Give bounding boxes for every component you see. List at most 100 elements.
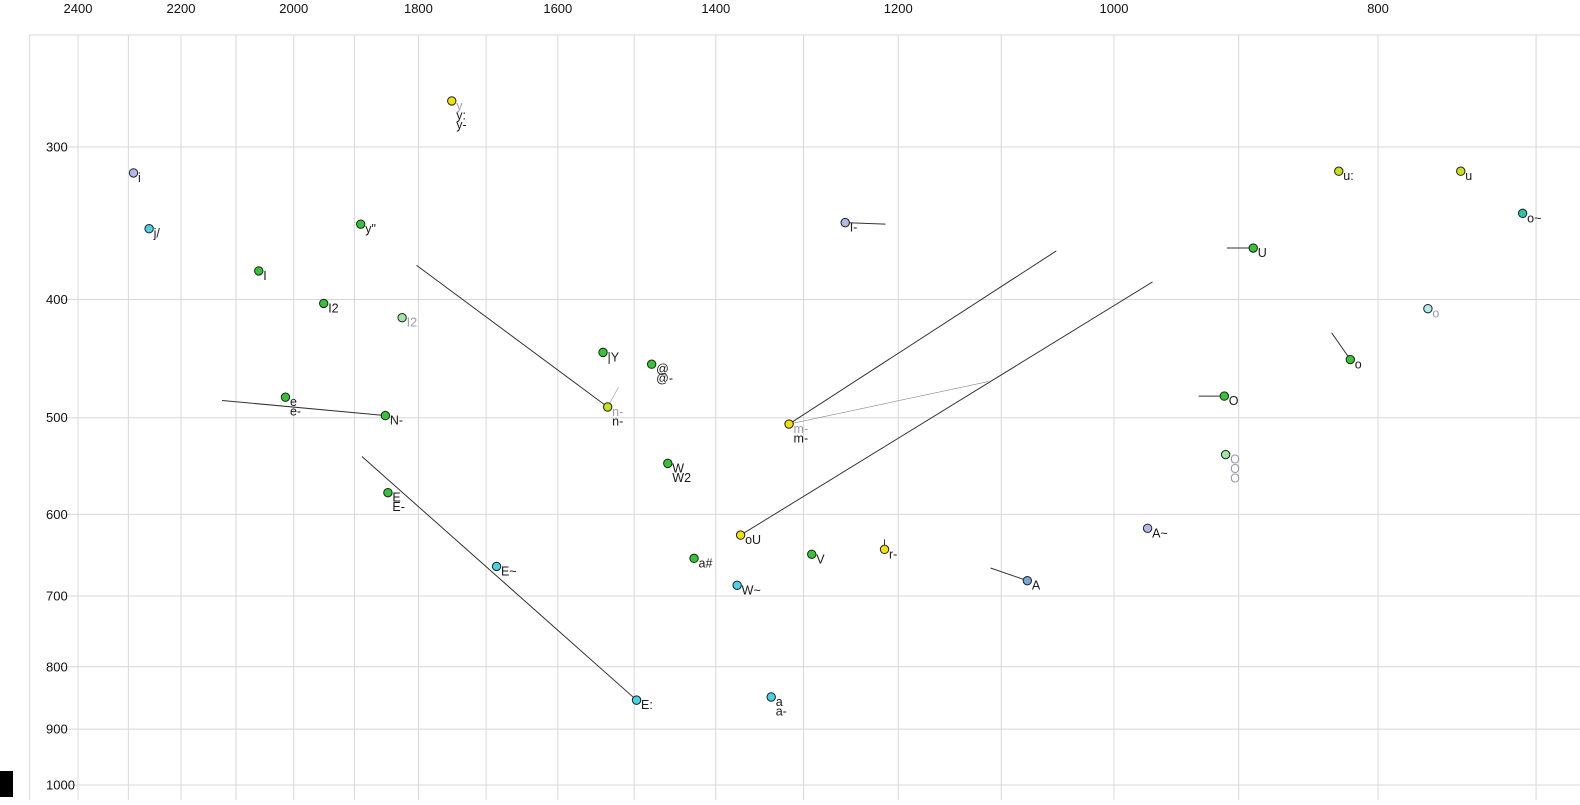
data-point[interactable] [319,298,329,309]
point-label: I2 [407,316,417,330]
point-label: y [456,99,463,113]
y-tick-label: 400 [46,292,68,307]
data-point[interactable] [1022,575,1033,586]
point-label: u: [1343,169,1353,183]
data-point[interactable] [254,266,264,276]
point-label: I2 [328,301,338,315]
point-label: W~ [742,583,761,597]
data-point[interactable] [128,168,139,178]
point-label: E: [641,698,653,712]
data-point[interactable] [144,224,154,234]
point-label: e [290,395,297,409]
x-tick-label: 2400 [64,1,93,16]
x-tick-label: 1800 [404,1,433,16]
point-label: o~ [1527,211,1541,225]
point-label: i [138,171,141,185]
point-label: A [1032,579,1041,593]
x-tick-label: 1600 [543,1,572,16]
data-point[interactable] [1517,208,1528,219]
point-label: O [1230,462,1240,476]
data-point[interactable] [1219,391,1230,401]
trajectory-line [788,250,1057,425]
point-label: U [1258,246,1267,260]
y-tick-label: 900 [46,722,68,737]
data-point[interactable] [689,553,699,564]
point-label: a [776,695,783,709]
data-point[interactable] [840,217,850,228]
data-point[interactable] [280,392,291,402]
x-tick-label: 2000 [279,1,308,16]
data-point[interactable] [784,419,794,429]
trajectory-line [1331,332,1351,360]
data-point[interactable] [735,530,746,540]
data-point[interactable] [383,487,393,498]
y-tick-label: 1000 [46,778,75,793]
data-point[interactable] [663,458,673,469]
point-label: W2 [672,471,691,485]
x-tick-label: 800 [1367,1,1389,16]
y-tick-label: 800 [46,659,68,674]
point-label: m- [794,432,809,446]
point-label: @- [656,372,673,386]
corner-handle[interactable] [0,771,13,797]
point-label: O [1230,472,1240,486]
data-point[interactable] [631,695,642,705]
data-point[interactable] [879,544,890,555]
data-point[interactable] [598,347,608,358]
data-point[interactable] [1456,166,1466,176]
trajectory-line [221,399,386,417]
trajectory-line [990,567,1028,582]
trajectory-line [361,456,637,701]
trajectory-line [740,281,1153,536]
point-label: |Y [608,350,620,364]
data-point[interactable] [380,410,391,421]
point-label: o [1355,358,1362,372]
point-label: y: [456,108,466,122]
x-tick-label: 1200 [884,1,913,16]
point-label: m- [794,422,809,436]
point-label: a- [776,705,787,719]
point-label: N- [390,414,403,428]
point-label: u [1465,169,1472,183]
point-label: O [1229,394,1239,408]
point-label: n- [612,405,623,419]
x-tick-label: 1400 [701,1,730,16]
point-label: E- [392,500,405,514]
data-point[interactable] [732,580,742,590]
data-point[interactable] [807,549,817,559]
point-label: n- [612,415,623,429]
x-tick-label: 1000 [1100,1,1129,16]
trajectory-line [788,381,989,425]
point-label: o [1432,307,1439,321]
data-point[interactable] [602,402,613,412]
data-point[interactable] [646,359,657,369]
trajectory-line [416,264,608,408]
y-tick-label: 600 [46,507,68,522]
x-tick-label: 2200 [167,1,196,16]
data-point[interactable] [1142,523,1153,533]
point-label: E~ [501,564,517,578]
point-label: E [392,491,400,505]
y-tick-label: 500 [46,410,68,425]
data-point[interactable] [491,561,502,572]
data-point[interactable] [1220,449,1231,460]
point-label: W [672,461,684,475]
point-label: j/ [153,227,161,241]
data-point[interactable] [1248,243,1258,253]
data-point[interactable] [1345,354,1355,365]
point-label: A~ [1152,526,1168,540]
data-point[interactable] [355,219,366,229]
data-point[interactable] [1423,303,1433,314]
data-point[interactable] [1334,166,1344,176]
point-label: y- [456,118,466,132]
data-point[interactable] [397,313,407,323]
point-label: V [816,552,825,566]
data-point[interactable] [447,96,457,106]
data-point[interactable] [766,692,776,702]
point-label: a# [699,556,713,570]
point-label: I- [850,221,858,235]
point-label: r- [889,547,897,561]
y-tick-label: 700 [46,589,68,604]
